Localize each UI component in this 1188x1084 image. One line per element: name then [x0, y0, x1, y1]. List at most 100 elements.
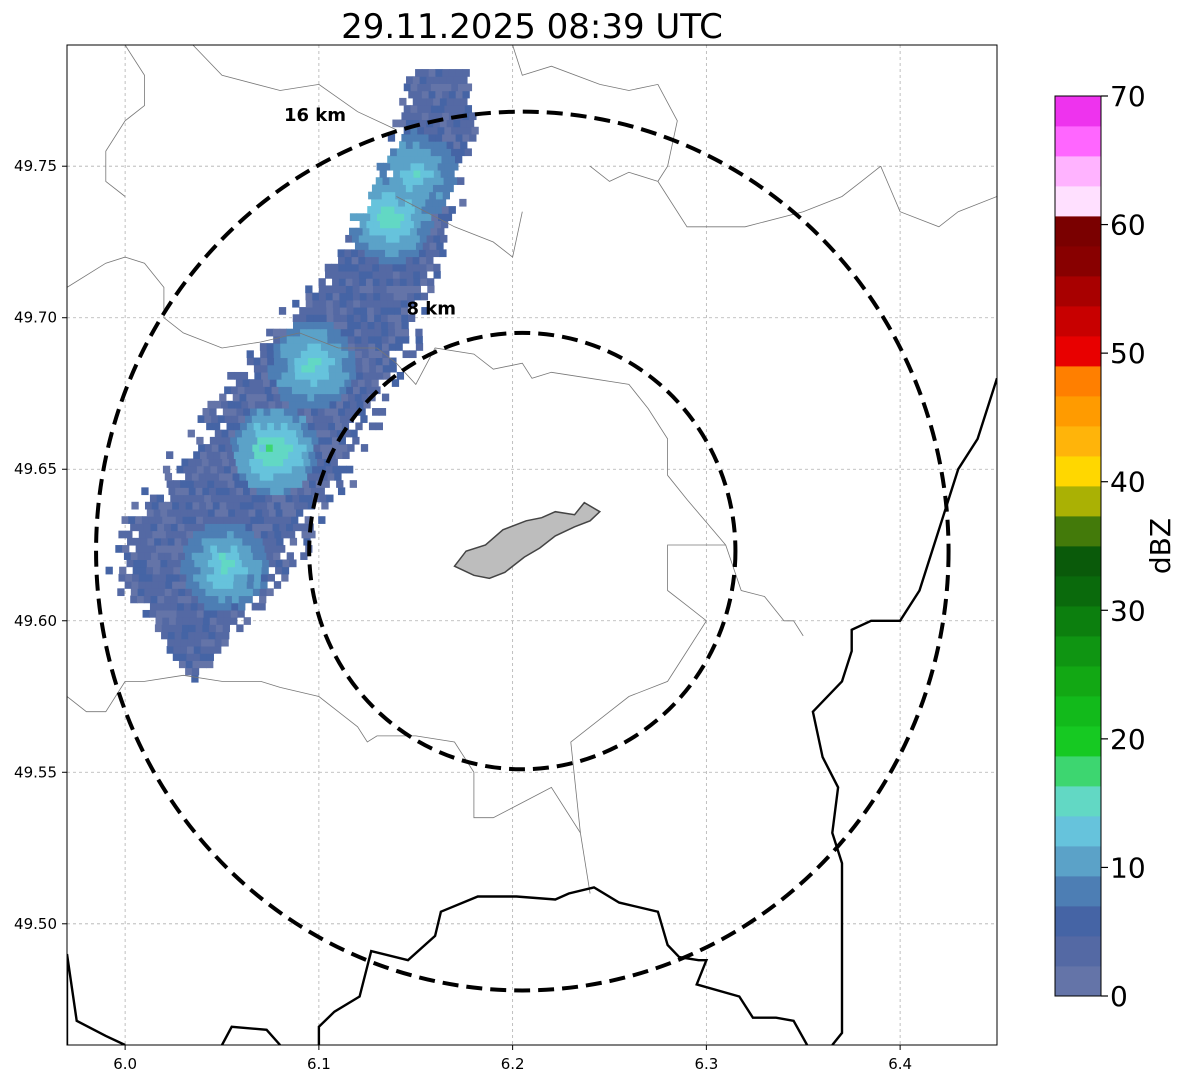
precip-cell — [335, 422, 343, 431]
precip-cell — [180, 480, 188, 488]
precip-cell — [439, 141, 448, 149]
precip-cell — [173, 559, 182, 568]
precip-cell — [375, 343, 383, 351]
colorbar-tick-label: 20 — [1110, 723, 1146, 756]
precip-cell — [398, 249, 406, 258]
precip-cell — [143, 595, 152, 604]
precip-cell — [261, 566, 269, 575]
precip-cell — [332, 292, 340, 301]
precip-cell — [266, 350, 275, 359]
precip-cell — [393, 155, 402, 164]
precip-cell — [258, 523, 267, 532]
precip-cell — [287, 343, 295, 351]
precip-cell — [282, 400, 290, 409]
precip-cell — [284, 465, 293, 474]
precip-cell — [387, 299, 395, 308]
precip-cell — [204, 523, 213, 532]
precip-cell — [358, 256, 366, 265]
precip-cell — [332, 278, 340, 286]
precip-cell — [175, 487, 183, 496]
precip-cell — [280, 357, 289, 366]
precip-cell — [464, 148, 472, 157]
precip-cell — [287, 422, 295, 431]
precip-cell — [305, 465, 313, 474]
precip-cell — [260, 573, 269, 582]
precip-cell — [288, 480, 296, 488]
precip-cell — [238, 595, 247, 604]
precip-cell — [372, 271, 380, 279]
precip-cell — [310, 458, 318, 467]
precip-cell — [230, 617, 238, 625]
precip-cell — [305, 285, 313, 294]
precip-cell — [181, 631, 189, 640]
precip-cell — [190, 609, 198, 618]
precip-cell — [197, 415, 205, 423]
precip-cell — [399, 271, 407, 279]
precip-cell — [228, 429, 236, 438]
precip-cell — [273, 472, 281, 481]
precip-cell — [431, 213, 439, 222]
precip-cell — [235, 537, 243, 546]
precip-cell — [162, 516, 170, 524]
precip-cell — [300, 501, 309, 510]
precip-cell — [268, 480, 276, 488]
precip-cell — [184, 595, 192, 604]
precip-cell — [266, 393, 274, 402]
colorbar-segment — [1055, 396, 1101, 427]
precip-cell — [421, 307, 429, 315]
precip-cell — [280, 393, 288, 402]
precip-cell — [328, 422, 336, 431]
precip-cell — [355, 364, 363, 373]
precip-cell — [167, 559, 175, 568]
precip-cell — [302, 480, 310, 488]
precip-cell — [199, 451, 208, 460]
precip-cell — [273, 357, 282, 366]
precip-cell — [421, 69, 430, 77]
precip-cell — [225, 552, 233, 560]
precip-cell — [246, 422, 255, 431]
precip-cell — [291, 386, 300, 395]
precip-cell — [308, 371, 316, 380]
precip-cell — [320, 328, 328, 337]
precip-cell — [403, 227, 411, 236]
precip-cell — [446, 76, 454, 84]
precip-cell — [359, 292, 368, 301]
precip-cell — [387, 307, 395, 315]
precip-cell — [191, 667, 200, 676]
precip-cell — [319, 386, 327, 395]
precip-cell — [412, 249, 420, 258]
precip-cell — [410, 148, 418, 157]
precip-cell — [347, 328, 355, 337]
precip-cell — [252, 552, 261, 560]
precip-cell — [362, 357, 370, 366]
precip-cell — [344, 249, 352, 258]
precip-cell — [226, 501, 234, 510]
precip-cell — [210, 494, 219, 503]
precip-cell — [193, 646, 202, 654]
precip-cell — [135, 545, 143, 553]
precip-cell — [447, 170, 455, 178]
precip-cell — [205, 588, 213, 597]
precip-cell — [335, 451, 343, 460]
precip-cell — [405, 119, 414, 128]
precip-cell — [183, 545, 191, 553]
precip-cell — [240, 422, 248, 431]
precip-cell — [267, 573, 275, 582]
precip-cell — [290, 487, 298, 496]
precip-cell — [320, 472, 329, 481]
national-border — [67, 953, 126, 1045]
colorbar-segment — [1055, 546, 1101, 577]
precip-cell — [289, 537, 298, 546]
precip-cell — [328, 357, 336, 366]
precip-cell — [137, 552, 145, 560]
precip-cell — [186, 530, 194, 539]
precip-cell — [160, 509, 168, 517]
precip-cell — [307, 343, 315, 351]
precip-cell — [435, 112, 443, 121]
precip-cell — [156, 494, 164, 503]
precip-cell — [310, 379, 318, 387]
precip-cell — [382, 242, 390, 250]
precip-cell — [420, 292, 429, 301]
colorbar-segment — [1055, 456, 1101, 487]
precip-cell — [460, 119, 468, 128]
